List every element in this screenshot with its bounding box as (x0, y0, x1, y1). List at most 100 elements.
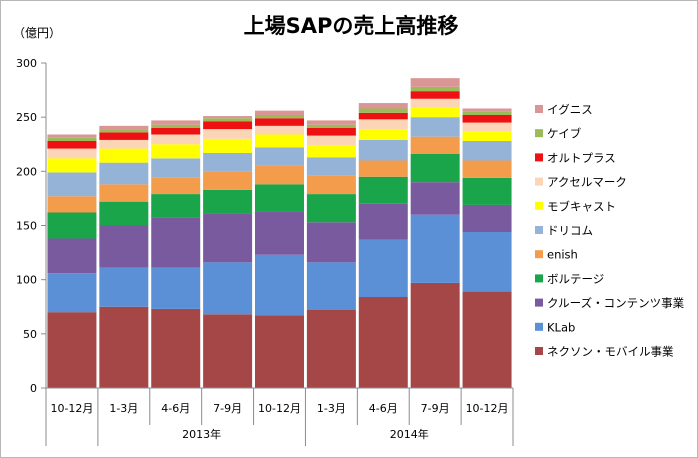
bar-segment (255, 211, 304, 255)
legend-swatch (535, 177, 543, 186)
legend-label: オルトプラス (547, 151, 616, 165)
legend-label: enish (547, 248, 578, 262)
bar-segment (462, 204, 512, 232)
bar-segment (255, 110, 304, 115)
y-tick-label: 150 (16, 220, 37, 233)
bar-segment (410, 86, 460, 92)
bar-segment (410, 182, 460, 215)
legend-item: オルトプラス (535, 151, 616, 165)
bar-segment (358, 129, 408, 140)
legend-item: enish (535, 248, 578, 262)
legend-swatch (535, 226, 543, 234)
bar-segment (358, 108, 408, 113)
bar-segment (47, 312, 97, 388)
legend-swatch (535, 274, 543, 283)
bar-segment (462, 122, 512, 132)
legend-label: ネクソン・モバイル事業 (547, 345, 674, 359)
bar-segment (255, 147, 304, 166)
legend-label: KLab (547, 320, 575, 334)
bar-segment (203, 129, 253, 139)
bar-segment (47, 134, 97, 138)
y-tick-label: 100 (16, 274, 37, 287)
bar-segment (410, 107, 460, 118)
bar-segment (203, 213, 253, 263)
bar-segment (410, 78, 460, 87)
legend-label: クルーズ・コンテンツ事業 (547, 296, 685, 310)
x-tick-label: 10-12月 (466, 402, 509, 415)
bar-segment (255, 134, 304, 148)
bar-segment (151, 177, 201, 195)
bar-segment (255, 315, 304, 388)
bar-stack (410, 78, 460, 388)
bar-segment (203, 121, 253, 130)
bar-stack (358, 103, 408, 388)
bar-segment (99, 139, 149, 149)
bar-segment (358, 239, 408, 297)
bar-segment (99, 129, 149, 133)
y-tick-label: 50 (23, 328, 37, 341)
legend-item: モブキャスト (535, 199, 616, 213)
chart-title: 上場SAPの売上高推移 (244, 14, 459, 38)
bar-segment (47, 158, 97, 173)
bar-segment (306, 128, 356, 136)
bar-segment (462, 108, 512, 112)
bar-segment (462, 291, 512, 388)
year-group-label: 2014年 (390, 427, 429, 441)
legend-swatch (535, 153, 543, 162)
bar-segment (462, 160, 512, 178)
bar-segment (358, 139, 408, 161)
bar-segment (306, 194, 356, 223)
bar-segment (47, 137, 97, 141)
legend-item: KLab (535, 320, 575, 334)
axes: 0 50 100 150 200 250 300 10-12月 1-3月 4-6月 7-9月 10-1… (16, 57, 514, 446)
x-tick-label: 4-6月 (161, 402, 190, 415)
legend-label: ケイブ (547, 127, 582, 141)
bar-stack (306, 120, 356, 388)
y-tick-label: 300 (16, 57, 37, 70)
bar-segment (462, 232, 512, 292)
bar-stack (47, 134, 97, 388)
bar-segment (306, 124, 356, 128)
y-tick-label: 250 (16, 111, 37, 124)
bar-segment (47, 148, 97, 159)
bar-segment (255, 125, 304, 135)
y-axis-unit-label: （億円） (13, 26, 61, 40)
bar-segment (410, 154, 460, 183)
bar-segment (151, 124, 201, 128)
bar-segment (410, 136, 460, 154)
bar-segment (255, 254, 304, 316)
bar-segment (410, 91, 460, 99)
bar-segment (151, 144, 201, 159)
bar-segment (306, 135, 356, 146)
bar-segment (99, 201, 149, 226)
bar-segment (47, 238, 97, 274)
bar-segment (358, 176, 408, 204)
bar-stack (255, 110, 304, 388)
bar-segment (47, 172, 97, 197)
bar-segment (462, 115, 512, 123)
bar-segment (151, 158, 201, 178)
bar-segment (99, 225, 149, 268)
bar-segment (151, 194, 201, 218)
bar-segment (255, 184, 304, 212)
bar-segment (306, 262, 356, 310)
legend-swatch (535, 298, 543, 307)
bar-segment (151, 128, 201, 135)
bar-segment (47, 141, 97, 149)
bar-segment (47, 273, 97, 313)
x-tick-label: 7-9月 (421, 402, 450, 415)
x-tick-label: 7-9月 (213, 402, 242, 415)
bar-segment (306, 310, 356, 388)
legend-item: ケイブ (535, 127, 582, 141)
legend-swatch (535, 250, 543, 259)
bar-segment (410, 117, 460, 137)
bar-segment (462, 111, 512, 115)
bar-segment (410, 282, 460, 388)
legend-item: クルーズ・コンテンツ事業 (535, 296, 685, 310)
bar-segment (410, 214, 460, 283)
bar-segment (151, 217, 201, 268)
x-tick-label: 10-12月 (50, 402, 93, 415)
bar-segment (99, 267, 149, 307)
bar-segment (306, 175, 356, 195)
